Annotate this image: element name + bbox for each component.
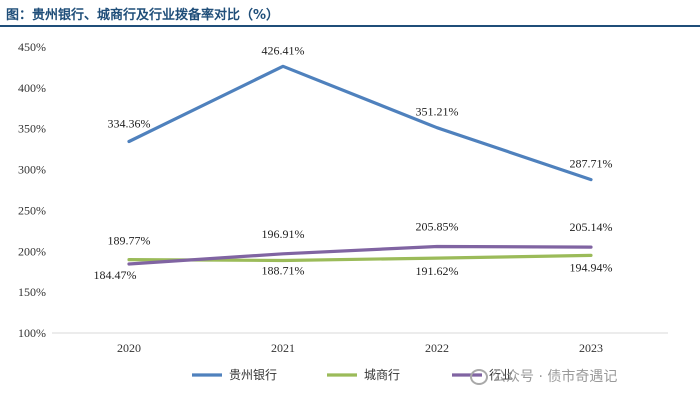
wechat-icon (470, 369, 488, 385)
legend-label: 城商行 (364, 367, 400, 382)
x-tick-label: 2020 (117, 341, 141, 355)
data-label: 194.94% (570, 260, 613, 274)
x-tick-label: 2022 (425, 341, 449, 355)
x-tick-label: 2023 (579, 341, 603, 355)
data-label: 191.62% (416, 264, 459, 278)
data-label: 205.85% (416, 220, 459, 234)
data-label: 205.14% (570, 220, 613, 234)
watermark-text: 公众号 · 债市奇遇记 (492, 369, 618, 385)
data-label: 184.47% (94, 268, 137, 282)
series-line-3 (127, 244, 593, 266)
data-label: 334.36% (108, 116, 151, 130)
y-tick-label: 250% (18, 203, 46, 217)
data-label: 351.21% (416, 105, 459, 119)
y-tick-label: 450% (18, 40, 46, 54)
x-tick-label: 2021 (271, 341, 295, 355)
y-tick-label: 350% (18, 122, 46, 136)
data-label: 188.71% (262, 264, 305, 278)
watermark: 公众号 · 债市奇遇记 (470, 366, 617, 386)
chart-title: 图：贵州银行、城商行及行业拨备率对比（%） (6, 8, 280, 23)
title-divider (0, 25, 700, 27)
data-label: 426.41% (262, 43, 305, 57)
y-tick-label: 200% (18, 244, 46, 258)
y-tick-label: 100% (18, 326, 46, 340)
y-tick-label: 400% (18, 81, 46, 95)
series-line-1 (127, 64, 593, 182)
y-tick-label: 150% (18, 285, 46, 299)
title-bar: 图：贵州银行、城商行及行业拨备率对比（%） (0, 0, 700, 27)
legend-label: 贵州银行 (229, 368, 277, 382)
data-label: 287.71% (570, 157, 613, 171)
data-label: 196.91% (262, 227, 305, 241)
y-tick-label: 300% (18, 163, 46, 177)
data-label: 189.77% (108, 234, 151, 248)
legend-label: 行业 (489, 368, 513, 382)
